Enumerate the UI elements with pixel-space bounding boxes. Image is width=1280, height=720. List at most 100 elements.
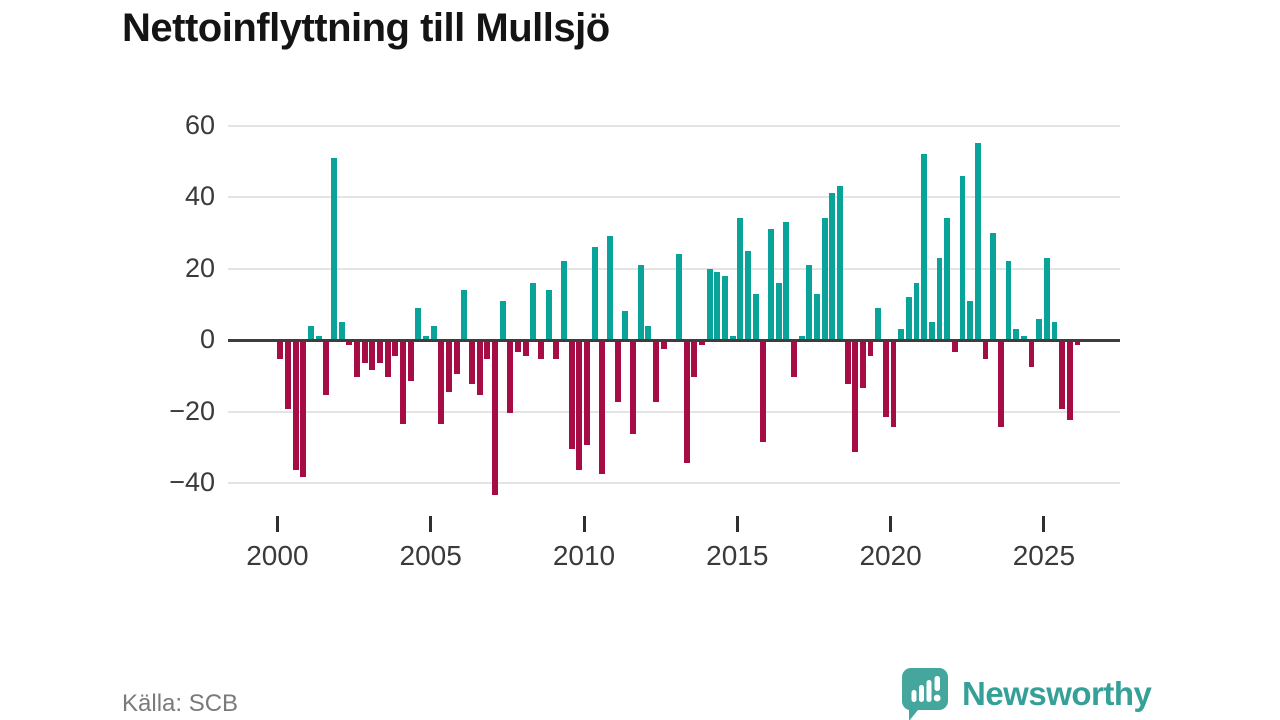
bar-quarter-2013-q3 bbox=[691, 341, 698, 378]
gridline bbox=[228, 196, 1120, 198]
bar-quarter-2004-q3 bbox=[415, 307, 422, 340]
bar-quarter-2005-q3 bbox=[446, 341, 452, 392]
bar-quarter-2025-q1 bbox=[1043, 257, 1050, 340]
bar-quarter-2026-q1 bbox=[1074, 341, 1081, 346]
bar-quarter-2002-q1 bbox=[338, 322, 345, 340]
bar-quarter-2022-q3 bbox=[967, 300, 974, 340]
bar-quarter-2022-q4 bbox=[974, 143, 981, 340]
bar-quarter-2012-q1 bbox=[645, 325, 652, 340]
bar-quarter-2018-q1 bbox=[829, 193, 836, 340]
y-axis-label: −40 bbox=[169, 467, 215, 497]
bar-quarter-2021-q2 bbox=[928, 322, 935, 340]
newsworthy-wordmark: Newsworthy bbox=[962, 675, 1152, 712]
y-axis-label: 60 bbox=[184, 109, 215, 140]
bar-quarter-2015-q1 bbox=[737, 218, 744, 340]
zero-axis-line bbox=[228, 338, 1120, 342]
x-axis-tick bbox=[735, 516, 739, 532]
bar-quarter-2009-q3 bbox=[568, 341, 575, 449]
bar-quarter-2015-q2 bbox=[744, 250, 751, 340]
chart-title: Nettoinflyttning till Mullsjö bbox=[122, 6, 610, 50]
bar-quarter-2022-q1 bbox=[951, 341, 958, 353]
gridline bbox=[228, 124, 1120, 127]
bar-quarter-2011-q2 bbox=[622, 311, 629, 340]
x-axis-label: 2000 bbox=[246, 540, 309, 571]
bar-quarter-2018-q2 bbox=[836, 186, 843, 340]
source-note: Källa: SCB bbox=[122, 690, 239, 717]
bar-quarter-2012-q2 bbox=[652, 341, 659, 403]
bar-quarter-2014-q1 bbox=[706, 268, 713, 340]
bar-quarter-2005-q4 bbox=[453, 341, 460, 374]
y-axis-label: 0 bbox=[199, 324, 215, 354]
bar-quarter-2016-q4 bbox=[790, 341, 797, 378]
bar-quarter-2019-q2 bbox=[867, 341, 874, 356]
bar-quarter-2010-q1 bbox=[584, 341, 590, 446]
bar-quarter-2024-q4 bbox=[1036, 318, 1043, 340]
bar-quarter-2007-q2 bbox=[499, 300, 506, 340]
bar-quarter-2009-q4 bbox=[576, 341, 583, 471]
bar-quarter-2023-q2 bbox=[990, 232, 997, 340]
bar-quarter-2018-q4 bbox=[852, 341, 859, 453]
bar-quarter-2020-q2 bbox=[898, 329, 905, 340]
bar-quarter-2007-q4 bbox=[515, 341, 521, 353]
x-axis-label: 2020 bbox=[859, 540, 922, 571]
bar-quarter-2006-q4 bbox=[484, 341, 491, 360]
bar-quarter-2016-q2 bbox=[775, 282, 782, 340]
bar-quarter-2019-q3 bbox=[875, 307, 882, 340]
bar-quarter-2004-q2 bbox=[407, 341, 414, 381]
bar-quarter-2006-q3 bbox=[476, 341, 483, 396]
bar-quarter-2011-q4 bbox=[637, 264, 644, 340]
bar-quarter-2003-q4 bbox=[392, 341, 399, 356]
bar-quarter-2003-q3 bbox=[384, 341, 391, 378]
gridline bbox=[228, 410, 1120, 413]
x-axis-tick bbox=[889, 516, 893, 532]
bar-quarter-2011-q1 bbox=[614, 341, 621, 403]
bar-quarter-2009-q2 bbox=[561, 261, 567, 340]
bar-quarter-2010-q3 bbox=[599, 341, 606, 474]
x-axis-tick bbox=[582, 516, 586, 532]
x-axis-tick bbox=[275, 516, 279, 532]
bar-quarter-2000-q3 bbox=[292, 341, 299, 471]
bar-quarter-2018-q3 bbox=[844, 341, 851, 385]
bar-quarter-2008-q2 bbox=[530, 282, 537, 340]
newsworthy-logo-icon bbox=[901, 668, 948, 720]
bar-quarter-2001-q2 bbox=[315, 336, 322, 340]
bar-quarter-2021-q4 bbox=[944, 218, 951, 340]
bar-quarter-2016-q3 bbox=[783, 222, 790, 340]
bar-quarter-2014-q4 bbox=[729, 336, 736, 340]
bar-quarter-2025-q2 bbox=[1051, 322, 1058, 340]
x-axis-label: 2005 bbox=[399, 540, 462, 571]
bar-quarter-2019-q1 bbox=[859, 341, 866, 388]
bar-quarter-2024-q2 bbox=[1020, 336, 1027, 340]
speech-bubble-shape bbox=[901, 668, 948, 720]
bar-quarter-2023-q1 bbox=[982, 341, 989, 360]
bar-quarter-2000-q4 bbox=[300, 341, 307, 478]
bar-quarter-2017-q1 bbox=[798, 336, 805, 340]
bar-quarter-2024-q3 bbox=[1028, 341, 1035, 367]
bar-quarter-2014-q3 bbox=[721, 275, 728, 340]
bar-quarter-2015-q3 bbox=[752, 293, 759, 340]
bar-quarter-2024-q1 bbox=[1013, 329, 1020, 340]
bar-quarter-2021-q3 bbox=[936, 257, 943, 340]
bar-quarter-2011-q3 bbox=[629, 341, 636, 435]
bar-quarter-2009-q1 bbox=[553, 341, 560, 360]
x-axis-label: 2010 bbox=[552, 540, 616, 571]
gridline bbox=[228, 267, 1120, 270]
bar-quarter-2008-q4 bbox=[545, 289, 552, 340]
bar-quarter-2000-q2 bbox=[285, 341, 291, 410]
bar-quarter-2023-q4 bbox=[1005, 261, 1012, 340]
bar-quarter-2005-q1 bbox=[430, 325, 437, 340]
bar-quarter-2019-q4 bbox=[882, 341, 889, 417]
bar-quarter-2013-q1 bbox=[675, 254, 682, 340]
bar-quarter-2017-q3 bbox=[813, 293, 820, 340]
bar-quarter-2020-q4 bbox=[913, 282, 920, 340]
bar-quarter-2017-q4 bbox=[821, 218, 828, 340]
bar-quarter-2006-q2 bbox=[469, 341, 475, 385]
bar-quarter-2004-q1 bbox=[400, 341, 406, 424]
bar-quarter-2005-q2 bbox=[438, 341, 445, 424]
y-axis-label: 40 bbox=[184, 181, 215, 211]
bar-quarter-2001-q4 bbox=[331, 157, 337, 340]
bar-quarter-2023-q3 bbox=[997, 341, 1004, 428]
bar-quarter-2003-q2 bbox=[377, 341, 383, 363]
bar-quarter-2007-q1 bbox=[492, 341, 498, 496]
